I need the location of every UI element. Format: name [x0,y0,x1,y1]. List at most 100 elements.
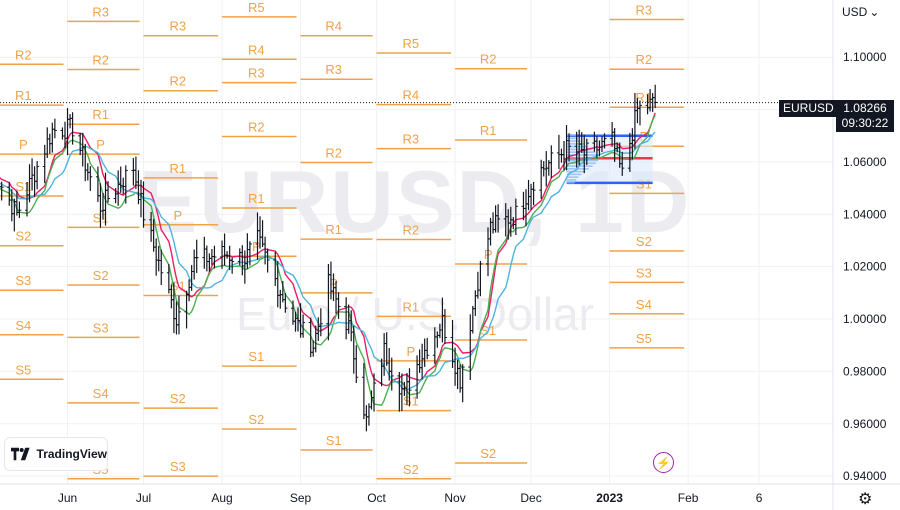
ohlc-bar [176,295,181,335]
pivot-label: S2 [403,462,419,477]
ohlc-bar [70,112,75,145]
pivot-label: R3 [325,62,342,77]
volume-bin [566,179,577,181]
pivot-label: P [173,208,182,223]
ohlc-bar [455,359,460,390]
last-price-box: 1.08266 09:30:22 [836,100,894,132]
ohlc-bar [0,181,4,201]
price-tick-label: 0.96000 [843,417,887,431]
flash-icon[interactable]: ⚡ [653,452,674,473]
ohlc-bar [389,357,394,391]
ohlc-bar [230,257,235,274]
ohlc-bar [653,84,658,109]
pivot-label: R4 [248,42,265,57]
pivot-label: S4 [636,297,652,312]
ohlc-bar [174,301,179,335]
volume-bin [566,173,582,176]
time-tick-label: Aug [211,491,232,505]
time-tick-label: Feb [678,491,699,505]
ohlc-bar [68,114,73,129]
ohlc-bar [602,133,607,149]
ohlc-bar [584,138,589,165]
ohlc-bar [478,260,483,297]
ohlc-bar [159,249,164,285]
pivot-label: R1 [325,222,342,237]
ohlc-bar [425,337,430,360]
price-axis[interactable]: 1.100001.080001.060001.040001.020001.000… [832,0,887,510]
grid [0,0,833,484]
pivot-label: S5 [636,331,652,346]
ohlc-bar [387,347,392,381]
ohlc-bar [549,145,554,179]
time-tick-label: Oct [367,491,386,505]
pivot-label: S2 [248,412,264,427]
pivot-label: S2 [15,229,31,244]
pivot-label: R3 [92,4,109,19]
price-tick-label: 0.98000 [843,364,887,378]
gear-icon[interactable]: ⚙ [858,491,873,508]
ohlc-bar [60,127,65,140]
volume-bin [566,181,575,184]
ohlc-bar [637,100,642,126]
bar-countdown: 09:30:22 [841,116,889,130]
time-tick-label: Nov [444,491,465,505]
ohlc-bars [0,84,658,432]
ohlc-bar [496,204,501,233]
pivot-label: S2 [480,446,496,461]
ohlc-bar [116,170,121,206]
volume-bin [566,151,596,153]
pivot-label: R3 [169,19,186,34]
pivot-label: R2 [248,120,265,135]
ohlc-bar [364,405,369,432]
pivot-label: S4 [93,386,109,401]
pivot-label: R2 [325,145,342,160]
ohlc-bar [194,239,199,274]
price-tick-label: 0.94000 [843,469,887,483]
volume-bin [566,176,579,178]
pivot-label: R1 [403,299,420,314]
pivot-label: R2 [480,52,497,67]
ohlc-bar [620,151,625,176]
currency-label: USD [842,5,868,19]
pivot-label: P [406,344,415,359]
ma-mid-line [0,114,656,406]
time-tick-label: 2023 [596,491,623,505]
pivot-label: S5 [15,362,31,377]
pivot-label: S1 [326,433,342,448]
ohlc-bar [50,122,55,153]
price-tick-label: 1.10000 [843,50,887,64]
ohlc-bar [531,181,536,206]
volume-bin [566,140,581,142]
ohlc-bar [354,345,359,384]
currency-selector[interactable]: USD ⌄ [842,5,879,19]
ohlc-bar [17,201,22,218]
tradingview-logo[interactable]: TradingView [4,437,108,471]
ohlc-bar [567,133,572,162]
pivot-label: R1 [92,107,109,122]
pivot-label: R1 [248,191,265,206]
pivot-label: R3 [636,2,653,17]
pivot-label: S1 [248,349,264,364]
pivot-label: S4 [15,318,31,333]
volume-bin [566,156,599,159]
tradingview-logo-icon [11,447,30,461]
pivot-label: R1 [480,123,497,138]
ohlc-bar [184,290,189,329]
time-axis[interactable]: yJunJulAugSepOctNovDec2023Feb6 [0,483,900,505]
pivot-label: P [19,137,28,152]
symbol-price-tag: EURUSD [779,100,838,117]
ohlc-bar [407,368,412,407]
ohlc-bar [52,118,57,139]
pivot-label: S3 [15,273,31,288]
pivot-label: S3 [93,320,109,335]
ohlc-bar [187,279,192,302]
volume-bin [566,170,585,173]
ohlc-bar [118,166,123,193]
tradingview-logo-text: TradingView [36,447,107,461]
volume-bin [566,137,578,140]
ohlc-bar [265,248,270,273]
ohlc-bar [460,364,465,403]
ohlc-bar [123,165,128,204]
pivot-label: R4 [325,19,342,34]
